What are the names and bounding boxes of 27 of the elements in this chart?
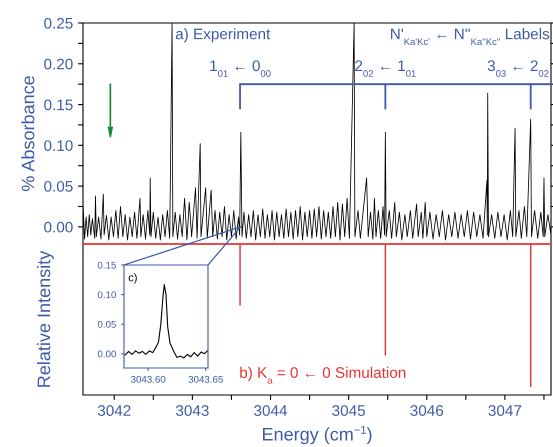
x-tick-label: 3047 xyxy=(488,405,522,416)
y-tick-label: 0.00 xyxy=(98,350,116,358)
annotation: c) xyxy=(128,273,137,284)
x-tick-label: 3043 xyxy=(176,405,209,416)
x-tick-label: 3044 xyxy=(254,405,288,416)
y-tick-label: 0.10 xyxy=(98,291,116,298)
x-tick-label: 3045 xyxy=(332,405,365,416)
x-tick-label: 3042 xyxy=(98,405,130,416)
annotation: 101 ← 000 xyxy=(210,60,271,77)
x-tick-label: 3043.60 xyxy=(130,376,166,383)
annotation: 202 ← 101 xyxy=(355,60,416,77)
y-tick-label: 0.05 xyxy=(44,180,73,192)
x-tick-label: 3043.65 xyxy=(188,376,223,383)
y-tick-label: 0.15 xyxy=(98,262,116,269)
y-tick-label: 0.25 xyxy=(44,18,73,29)
x-tick-label: 3046 xyxy=(410,405,444,416)
y-tick-label: 0.20 xyxy=(44,58,73,70)
annotation: a) Experiment xyxy=(176,28,270,42)
y-axis-title: Relative Intensity xyxy=(37,250,54,387)
annotation: N'Ka'Kc' ← N''Ka''Kc'' Labels xyxy=(391,28,550,46)
y-tick-label: 0.15 xyxy=(44,99,73,110)
y-tick-label: 0.05 xyxy=(98,320,116,328)
line-series xyxy=(124,284,208,358)
y-tick-label: 0.10 xyxy=(44,140,73,152)
y-axis-title: % Absorbance xyxy=(21,76,34,192)
annotation: 303 ← 202 xyxy=(488,60,548,77)
y-tick-label: 0.00 xyxy=(44,222,73,233)
